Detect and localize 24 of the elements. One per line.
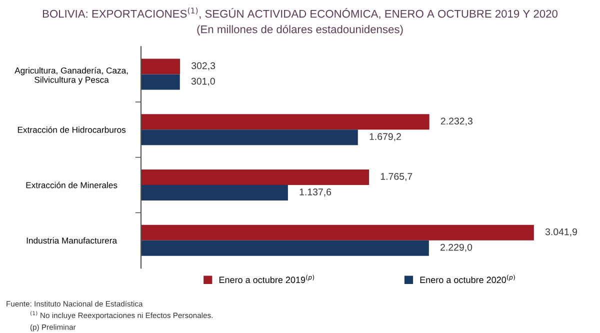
bar — [141, 114, 430, 130]
y-tick-label: Agricultura, Ganadería, Caza, Silvicultura y Pesca — [14, 67, 128, 85]
chart-title: BOLIVIA: EXPORTACIONES$^{(1)}$, SEGÚN ACTIVIDAD ECONÓMICA, ENERO A OCTUBRE 2019 Y 2020 — [42, 7, 558, 20]
y-tick-label: Extracción de Minerales — [26, 182, 118, 188]
data-label: 1.765,7 — [380, 173, 412, 182]
bar — [141, 224, 534, 240]
data-label: 2.229,0 — [440, 244, 472, 252]
legend-label: Enero a octubre 2019$^{(p)}$ — [219, 274, 314, 284]
data-label: 1.137,6 — [300, 188, 332, 197]
data-label: 3.041,9 — [545, 228, 578, 236]
bar — [141, 240, 429, 256]
bar — [141, 170, 370, 186]
data-label: 1.679,2 — [370, 133, 401, 142]
bar — [141, 185, 288, 201]
y-tick-label: Industria Manufacturera — [26, 237, 118, 244]
data-label: 301,0 — [191, 78, 215, 86]
chart-subtitle: (En millones de dólares estadounidenses) — [197, 24, 403, 36]
bar — [141, 58, 180, 74]
y-tick-label: Extracción de Hidrocarburos — [18, 126, 126, 133]
bar — [141, 74, 180, 90]
bar — [141, 130, 358, 146]
data-label: 302,3 — [192, 62, 216, 70]
legend-label: Enero a octubre 2020$^{(p)}$ — [420, 274, 515, 284]
data-label: 2.232,3 — [440, 118, 472, 126]
